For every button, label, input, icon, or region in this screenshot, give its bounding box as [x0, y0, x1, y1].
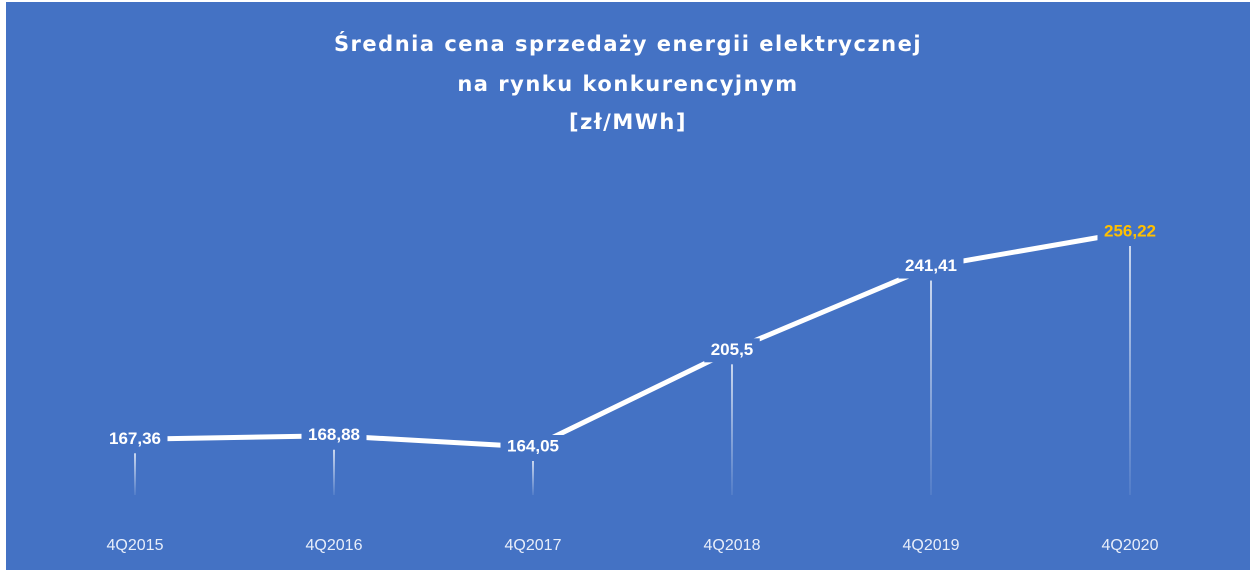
line	[134, 229, 1131, 450]
x-tick-label: 4Q2017	[505, 537, 562, 554]
data-label: 241,41	[905, 256, 957, 275]
chart-title: Średnia cena sprzedaży energii elektrycz…	[334, 31, 922, 56]
data-label: 168,88	[308, 425, 360, 444]
drop-line	[134, 453, 136, 495]
label-bg	[704, 338, 760, 363]
x-tick-label: 4Q2018	[704, 537, 761, 554]
label-bg	[102, 427, 168, 452]
drop-line	[333, 449, 335, 495]
label-bg	[500, 435, 566, 459]
chart-title: na rynku konkurencyjnym	[457, 72, 798, 96]
data-label: 164,05	[507, 436, 559, 455]
chart-title: [zł/MWh]	[569, 110, 687, 134]
x-tick-label: 4Q2020	[1102, 537, 1159, 554]
x-tick-label: 4Q2015	[107, 537, 164, 554]
x-tick-label: 4Q2016	[306, 537, 363, 554]
label-bg	[898, 254, 964, 279]
data-label: 256,22	[1104, 221, 1156, 240]
x-tick-label: 4Q2019	[903, 537, 960, 554]
data-label: 205,5	[711, 340, 754, 359]
label-bg	[301, 423, 367, 448]
label-bg	[1097, 220, 1163, 244]
background	[6, 2, 1250, 570]
drop-line	[731, 364, 733, 495]
drop-line	[930, 280, 932, 495]
drop-line	[1129, 246, 1131, 495]
drop-line	[532, 461, 534, 495]
data-label: 167,36	[109, 429, 161, 448]
